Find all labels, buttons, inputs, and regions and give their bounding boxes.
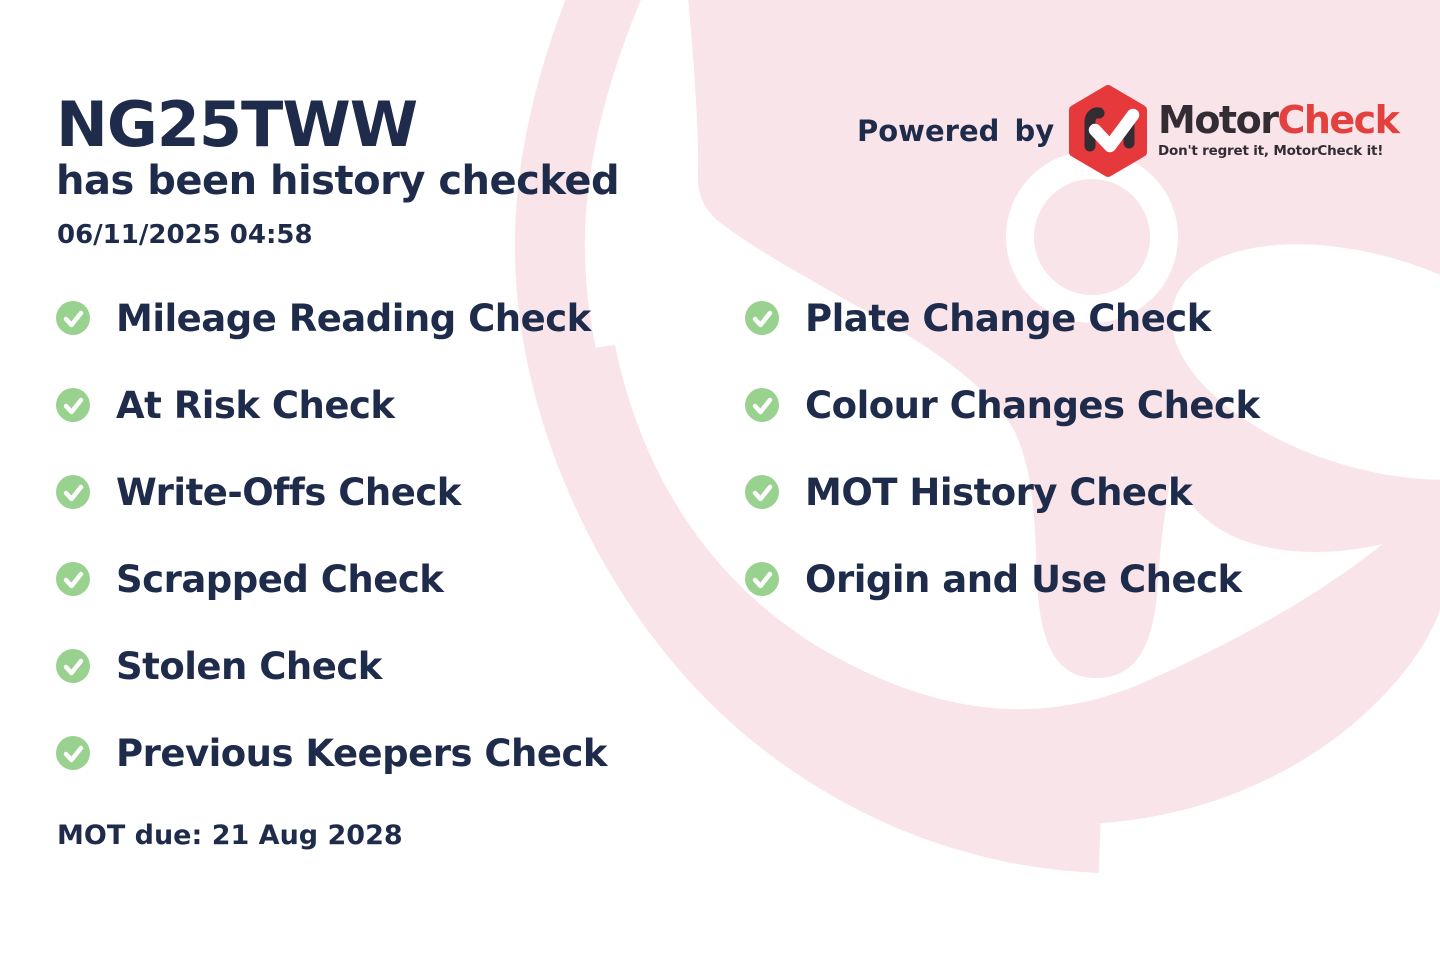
check-icon: [56, 736, 90, 770]
powered-by-label: Powered by: [857, 114, 1055, 148]
check-item: Plate Change Check: [745, 296, 1260, 340]
check-item-label: Plate Change Check: [805, 296, 1211, 340]
logo-m-left-bar: [1084, 107, 1105, 152]
check-icon: [745, 562, 779, 596]
check-icon: [56, 301, 90, 335]
check-item: Stolen Check: [56, 644, 607, 688]
mot-due-text: MOT due: 21 Aug 2028: [57, 820, 403, 851]
check-icon: [745, 388, 779, 422]
brand-tagline: Don't regret it, MotorCheck it!: [1158, 143, 1384, 159]
wheel-hub-spokes: [688, 0, 1440, 678]
check-icon: [56, 562, 90, 596]
brand-name-motor: Motor: [1158, 98, 1279, 142]
brand-name: MotorCheck: [1158, 101, 1418, 139]
check-icon: [745, 301, 779, 335]
check-icon: [56, 388, 90, 422]
check-item: Colour Changes Check: [745, 383, 1260, 427]
check-item-label: Previous Keepers Check: [116, 731, 608, 775]
check-timestamp: 06/11/2025 04:58: [57, 220, 313, 250]
check-item: MOT History Check: [745, 470, 1260, 514]
check-item-label: Scrapped Check: [116, 557, 444, 601]
check-list-left: Mileage Reading Check At Risk Check Writ…: [56, 296, 608, 818]
check-item-label: Colour Changes Check: [805, 383, 1260, 427]
check-list-right: Plate Change Check Colour Changes Check …: [745, 296, 1260, 644]
check-item: Write-Offs Check: [56, 470, 607, 514]
plate-number: NG25TWW: [56, 88, 418, 161]
check-item-label: Mileage Reading Check: [116, 296, 591, 340]
check-item-label: Write-Offs Check: [116, 470, 461, 514]
check-icon: [56, 649, 90, 683]
check-item-label: MOT History Check: [805, 470, 1193, 514]
check-item: Origin and Use Check: [745, 557, 1260, 601]
brand-block: MotorCheck Don't regret it, MotorCheck i…: [1158, 101, 1418, 159]
check-icon: [56, 475, 90, 509]
check-item: Scrapped Check: [56, 557, 607, 601]
page-subtitle: has been history checked: [56, 158, 620, 204]
check-item: Mileage Reading Check: [56, 296, 607, 340]
check-item: Previous Keepers Check: [56, 731, 608, 775]
motorcheck-logo-icon: [1069, 85, 1147, 177]
check-item: At Risk Check: [56, 383, 607, 427]
wheel-rim-bottom: [575, 345, 1440, 825]
check-item-label: At Risk Check: [116, 383, 395, 427]
check-icon: [745, 475, 779, 509]
check-item-label: Origin and Use Check: [805, 557, 1242, 601]
brand-name-check: Check: [1277, 98, 1400, 142]
wheel-right-opening: [1171, 244, 1440, 480]
check-item-label: Stolen Check: [116, 644, 382, 688]
logo-checkmark: [1088, 108, 1140, 153]
